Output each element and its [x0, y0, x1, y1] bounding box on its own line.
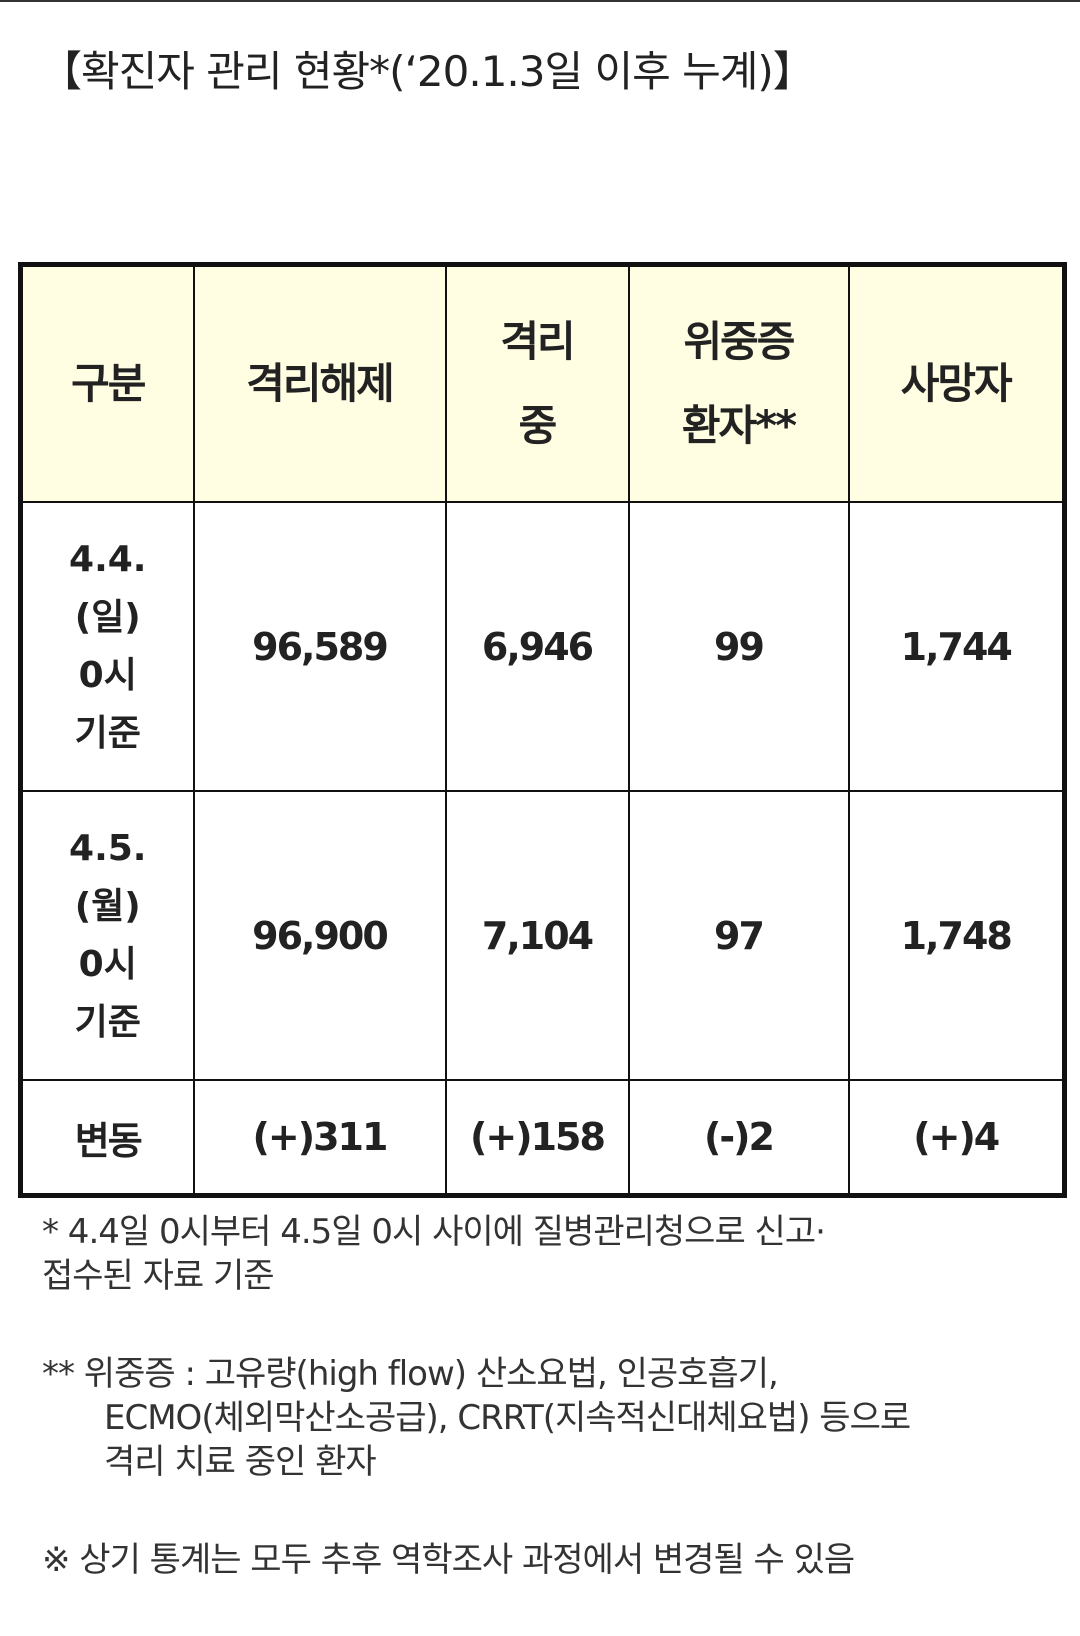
row-label-text: 4.5. — [69, 827, 147, 869]
header-text: 사망자 — [900, 359, 1013, 408]
title: 【확진자 관리 현황*(‘20.1.3일 이후 누계)】 — [40, 47, 815, 96]
header-cell: 사망자 — [847, 263, 1066, 503]
value-cell: (+)311 — [192, 1079, 447, 1197]
value-cell: 1,744 — [847, 501, 1066, 792]
value-cell: 97 — [627, 790, 850, 1081]
note: ※ 상기 통계는 모두 추후 역학조사 과정에서 변경될 수 있음 — [42, 1538, 1062, 1582]
note-line: 격리 치료 중인 환자 — [104, 1442, 377, 1482]
row-label-text: 기준 — [74, 1001, 141, 1043]
row-label-text: (일) — [74, 596, 141, 638]
note: ** 위중증 : 고유량(high flow) 산소요법, 인공호흡기, ECMO… — [42, 1352, 1062, 1484]
table-body: 4.4. (일) 0시 기준 96,589 6,946 99 1,744 4.5. (월) 0시 기준… — [19, 501, 1066, 1197]
value-cell: 99 — [627, 501, 850, 792]
header-text: 환자** — [681, 401, 797, 450]
header-text: 격리 — [500, 317, 575, 366]
value-cell: (-)2 — [627, 1079, 850, 1197]
value-cell: (+)158 — [444, 1079, 630, 1197]
value-cell: 7,104 — [444, 790, 630, 1081]
row-label: 변동 — [19, 1079, 195, 1197]
row-label-text: 변동 — [74, 1118, 143, 1163]
page: {"title": "【확진자 관리 현황*(‘20.1.3일 이후 누계)】"… — [0, 0, 1080, 1580]
value-cell: 6,946 — [444, 501, 630, 792]
header-text: 격리해제 — [246, 359, 395, 408]
row-label-text: 0시 — [78, 943, 137, 985]
header-cell: 구분 — [19, 263, 195, 503]
stats-table: 구분 격리해제 격리 중 위중증 환자** 사망자 4.4. (일) 0시 기준 96,589 6,9… — [18, 262, 1067, 1198]
note-line: 접수된 자료 기준 — [42, 1256, 275, 1296]
note-line: * 4.4일 0시부터 4.5일 0시 사이에 질병관리청으로 신고· — [42, 1212, 826, 1252]
header-cell: 격리해제 — [192, 263, 447, 503]
value-cell: 96,589 — [192, 501, 447, 792]
value-cell: 96,900 — [192, 790, 447, 1081]
row-label-text: 4.4. — [69, 538, 147, 580]
header-text: 중 — [518, 401, 558, 450]
value-cell: 1,748 — [847, 790, 1066, 1081]
note-line: ** 위중증 : 고유량(high flow) 산소요법, 인공호흡기, — [42, 1354, 779, 1394]
notes: * 4.4일 0시부터 4.5일 0시 사이에 질병관리청으로 신고· 접수된 자… — [42, 1210, 1062, 1636]
header-text: 구분 — [71, 359, 146, 408]
row-label-text: (월) — [74, 885, 141, 927]
value-cell: (+)4 — [847, 1079, 1066, 1197]
row-label-text: 기준 — [74, 712, 141, 754]
table-row: 변동 (+)311 (+)158 (-)2 (+)4 — [19, 1079, 1066, 1197]
note-line: ECMO(체외막산소공급), CRRT(지속적신대체요법) 등으로 — [104, 1398, 911, 1438]
note: * 4.4일 0시부터 4.5일 0시 사이에 질병관리청으로 신고· 접수된 자… — [42, 1210, 1062, 1298]
top-rule — [0, 0, 1080, 2]
header-text: 위중증 — [683, 317, 796, 366]
header-row: 구분 격리해제 격리 중 위중증 환자** 사망자 — [19, 263, 1066, 503]
note-line: ※ 상기 통계는 모두 추후 역학조사 과정에서 변경될 수 있음 — [42, 1540, 855, 1580]
row-label-text: 0시 — [78, 654, 137, 696]
